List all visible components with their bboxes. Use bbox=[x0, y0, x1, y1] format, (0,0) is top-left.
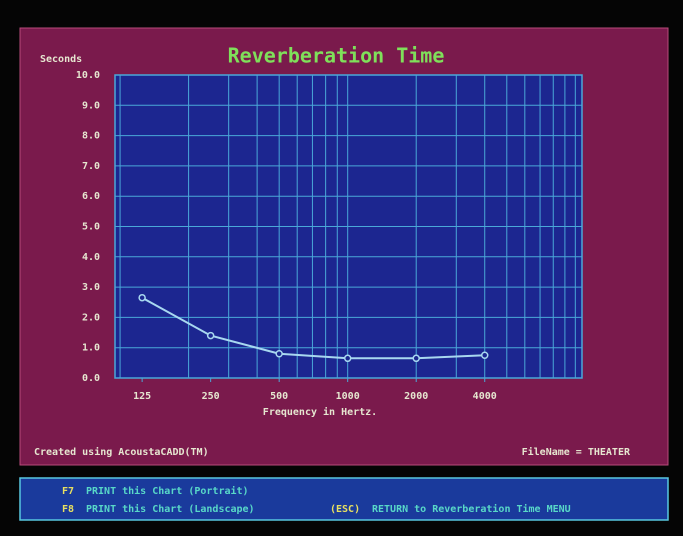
y-tick-label: 3.0 bbox=[82, 282, 100, 293]
plot-border bbox=[114, 74, 583, 379]
data-point bbox=[275, 350, 283, 358]
menu-key[interactable]: (ESC) bbox=[330, 504, 360, 515]
x-tick-label: 500 bbox=[270, 391, 288, 402]
menu-command[interactable]: PRINT this Chart (Portrait) bbox=[86, 485, 249, 497]
y-tick-label: 7.0 bbox=[82, 161, 100, 172]
data-point bbox=[412, 354, 420, 363]
status-right: FileName = THEATER bbox=[522, 446, 631, 458]
status-left: Created using AcoustaCADD(TM) bbox=[34, 446, 209, 458]
menu-command[interactable]: RETURN to Reverberation Time MENU bbox=[372, 503, 571, 515]
y-tick-label: 5.0 bbox=[82, 222, 100, 233]
x-tick-label: 2000 bbox=[404, 391, 428, 402]
chart-title: Reverberation Time bbox=[228, 44, 445, 68]
menu-box bbox=[19, 477, 669, 521]
data-point bbox=[480, 351, 489, 360]
y-tick-label: 9.0 bbox=[82, 100, 100, 111]
y-axis-label: Seconds bbox=[40, 54, 82, 65]
y-tick-label: 6.0 bbox=[82, 191, 100, 202]
x-axis-label: Frequency in Hertz. bbox=[263, 406, 377, 418]
y-tick-label: 4.0 bbox=[82, 252, 100, 263]
x-tick-label: 1000 bbox=[336, 391, 360, 402]
data-point bbox=[206, 331, 215, 340]
x-tick-label: 250 bbox=[202, 391, 220, 402]
data-point bbox=[138, 293, 146, 302]
y-tick-label: 1.0 bbox=[82, 343, 100, 354]
series-line bbox=[141, 296, 485, 360]
y-tick-label: 10.0 bbox=[76, 70, 100, 81]
y-tick-label: 2.0 bbox=[82, 312, 100, 323]
menu-command[interactable]: PRINT this Chart (Landscape) bbox=[86, 503, 255, 515]
x-tick-label: 125 bbox=[133, 391, 151, 402]
y-tick-label: 8.0 bbox=[82, 131, 100, 142]
menu-key[interactable]: F8 bbox=[62, 504, 74, 515]
y-tick-label: 0.0 bbox=[82, 373, 100, 384]
data-point bbox=[343, 354, 352, 363]
menu-key[interactable]: F7 bbox=[62, 486, 74, 497]
x-tick-label: 4000 bbox=[473, 391, 497, 402]
